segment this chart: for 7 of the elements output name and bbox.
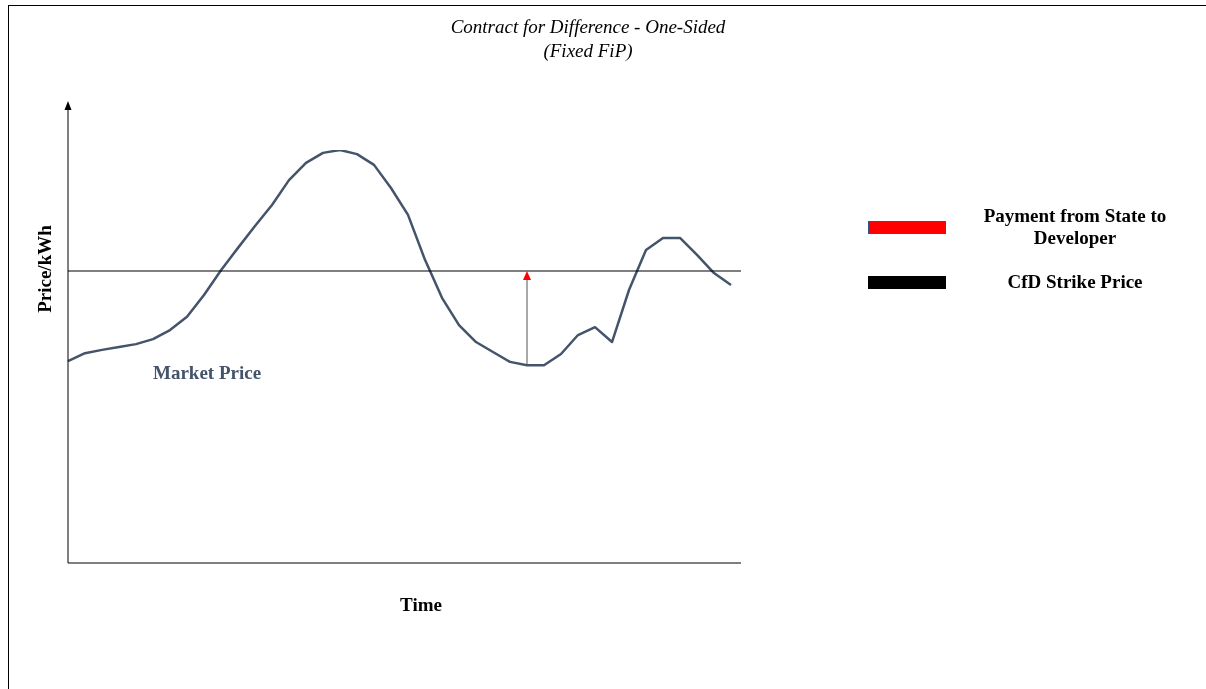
chart-title: Contract for Difference - One-Sided xyxy=(449,16,727,38)
series-label: Market Price xyxy=(153,362,262,384)
ref-line-label: CfD Strike Price xyxy=(1006,271,1144,293)
x-axis-title: Time xyxy=(399,594,443,616)
chart-subtitle: (Fixed FiP) xyxy=(542,40,634,62)
y-axis-title: Price/kWh xyxy=(34,224,56,315)
text: Payment from State to Developer xyxy=(982,205,1168,249)
